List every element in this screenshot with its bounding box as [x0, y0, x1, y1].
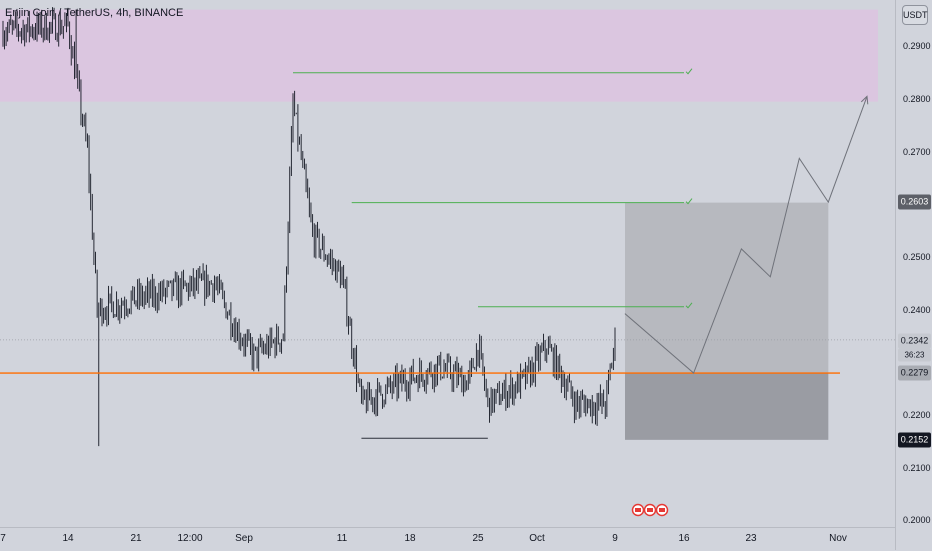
symbol-title[interactable]: Enjin Coin / TetherUS, 4h, BINANCE [5, 7, 184, 19]
time-tick: 11 [336, 533, 348, 544]
price-tick: 0.2000 [903, 515, 931, 525]
chart-pane[interactable]: Enjin Coin / TetherUS, 4h, BINANCE [0, 0, 895, 527]
price-tick: 0.2500 [903, 252, 931, 262]
projection-arrowhead [860, 95, 869, 105]
time-tick: Sep [235, 533, 253, 544]
time-tick: 12:00 [177, 533, 203, 544]
event-marker-flag [635, 508, 641, 512]
last-price-label: 0.2342 [898, 333, 931, 349]
time-tick: 18 [404, 533, 416, 544]
check-icon [685, 302, 693, 309]
price-tick: 0.2900 [903, 41, 931, 51]
time-tick: 14 [62, 533, 74, 544]
price-tick: 0.2400 [903, 305, 931, 315]
support-price-label: 0.2279 [898, 365, 931, 381]
stop-box [625, 373, 829, 440]
supply-zone [0, 9, 878, 102]
time-tick: 9 [612, 533, 618, 544]
currency-unit-button[interactable]: USDT [902, 5, 928, 25]
target-price-label: 0.2603 [898, 194, 931, 210]
time-tick: 23 [745, 533, 757, 544]
stop-price-label: 0.2152 [898, 432, 931, 448]
time-tick: 7 [0, 533, 6, 544]
price-tick: 0.2200 [903, 410, 931, 420]
time-tick: Oct [529, 533, 545, 544]
price-tick: 0.2700 [903, 147, 931, 157]
price-tick: 0.2100 [903, 463, 931, 473]
event-marker-flag [659, 508, 665, 512]
time-tick: 25 [472, 533, 484, 544]
projection-path [624, 96, 868, 374]
time-tick: Nov [829, 533, 847, 544]
check-icon [685, 68, 693, 75]
event-marker-flag [647, 508, 653, 512]
time-axis[interactable]: 7 14 21 12:00 Sep 11 18 25 Oct 9 16 23 N… [0, 527, 895, 551]
time-tick: 16 [678, 533, 690, 544]
price-tick: 0.2800 [903, 94, 931, 104]
check-icon [685, 198, 693, 205]
bar-countdown-label: 36:23 [898, 348, 931, 362]
price-axis[interactable]: USDT 0.2900 0.2800 0.2700 0.2500 0.2400 … [895, 0, 932, 550]
time-tick: 21 [130, 533, 142, 544]
price-chart[interactable] [0, 0, 895, 527]
